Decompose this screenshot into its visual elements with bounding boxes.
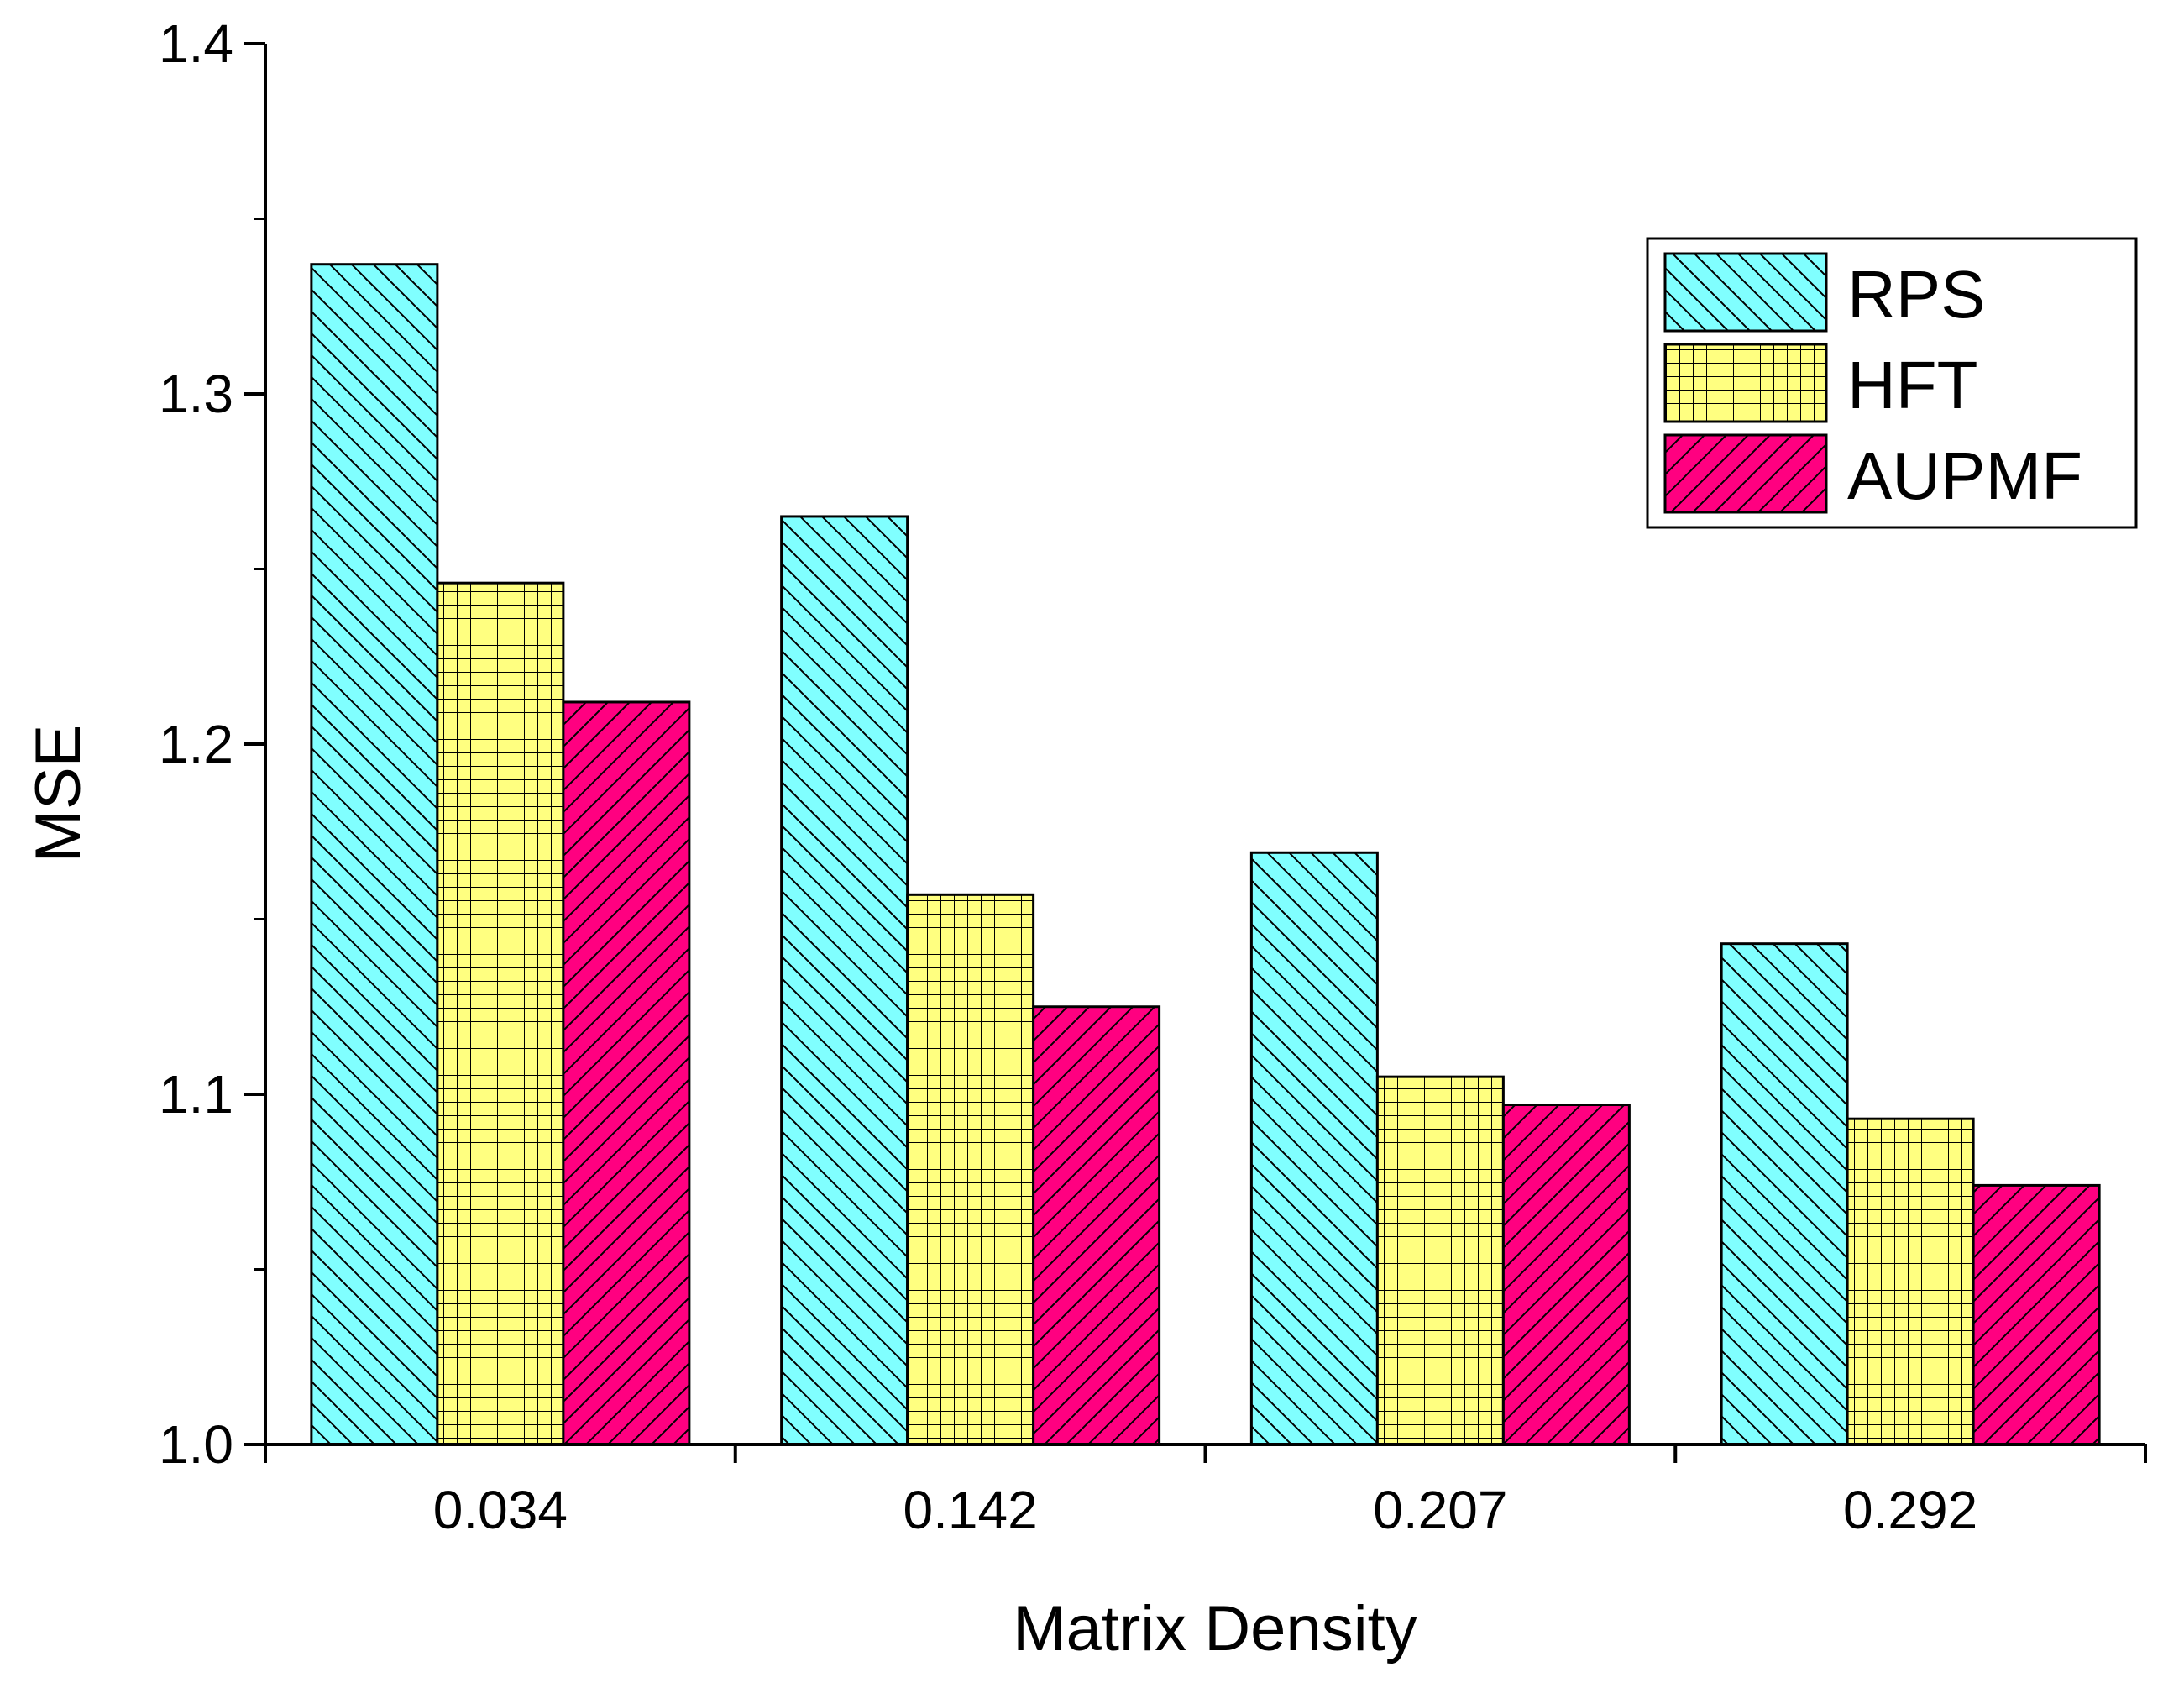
x-tick-label: 0.292	[1843, 1480, 1977, 1540]
legend: RPS HFT AUPMF	[1646, 237, 2138, 529]
axes-layer: 1.0 1.1 1.2 1.3 1.4 0.034 0.142 0.207 0.292	[159, 13, 2147, 1540]
bar-hft-0.142	[906, 893, 1035, 1446]
y-tick-label: 1.3	[159, 364, 233, 424]
legend-swatch-hft	[1663, 343, 1828, 423]
legend-swatch-aupmf	[1663, 433, 1828, 514]
x-axis-title: Matrix Density	[1013, 1593, 1417, 1665]
y-axis-title: MSE	[23, 725, 94, 863]
bar-rps-0.207	[1249, 851, 1379, 1446]
x-tick-label: 0.207	[1373, 1480, 1507, 1540]
bar-aupmf-0.292	[1972, 1183, 2101, 1446]
y-tick-label: 1.4	[159, 13, 233, 74]
legend-label-hft: HFT	[1847, 348, 1978, 422]
bar-hft-0.034	[436, 581, 565, 1446]
y-tick-label: 1.1	[159, 1064, 233, 1125]
y-tick-label: 1.2	[159, 714, 233, 774]
bar-rps-0.142	[780, 515, 909, 1446]
x-tick-label: 0.034	[433, 1480, 568, 1540]
bar-hft-0.292	[1846, 1117, 1975, 1446]
legend-label-aupmf: AUPMF	[1847, 438, 2082, 513]
bars-layer	[310, 263, 2101, 1446]
bar-aupmf-0.034	[562, 700, 691, 1446]
legend-label-rps: RPS	[1847, 257, 1986, 332]
bar-aupmf-0.207	[1501, 1104, 1631, 1446]
legend-swatch-rps	[1663, 252, 1828, 333]
bar-rps-0.292	[1720, 942, 1849, 1446]
x-tick-label: 0.142	[903, 1480, 1038, 1540]
y-tick-label: 1.0	[159, 1414, 233, 1475]
bar-hft-0.207	[1375, 1075, 1505, 1446]
bar-rps-0.034	[310, 263, 439, 1446]
bar-aupmf-0.142	[1032, 1005, 1161, 1446]
